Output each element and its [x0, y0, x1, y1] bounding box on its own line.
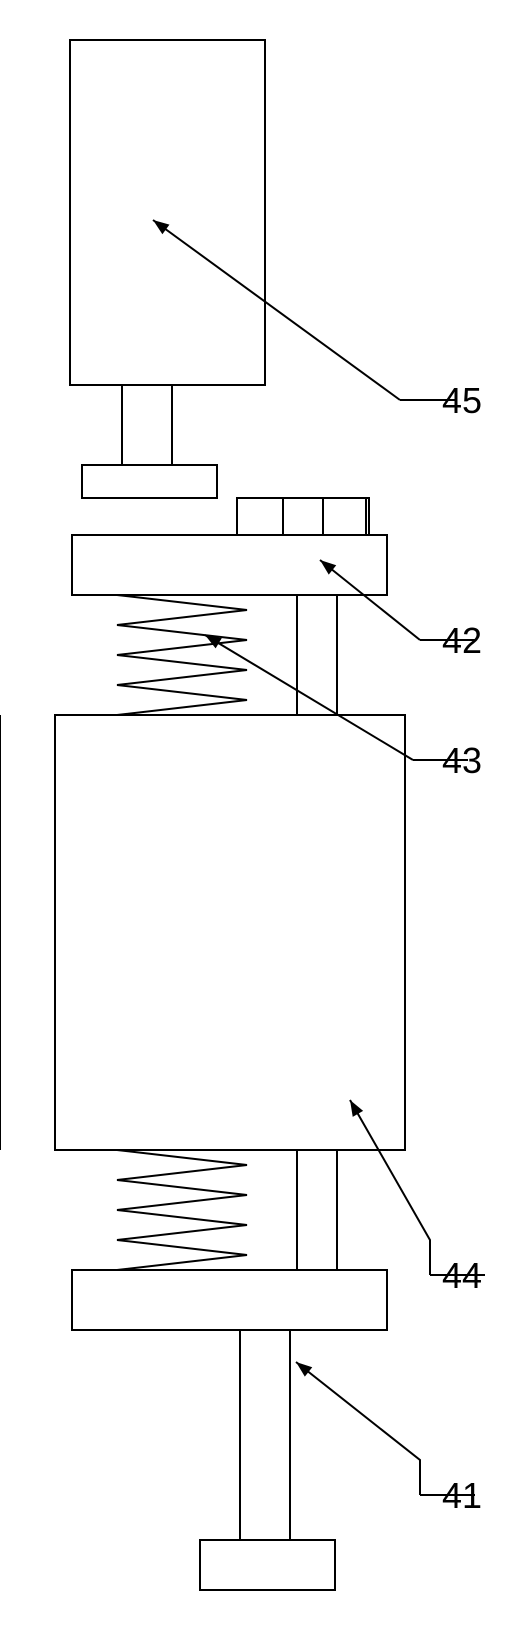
- part-spring-top: [117, 595, 247, 715]
- label-43: 43: [442, 740, 482, 781]
- part-nut-outer: [237, 498, 369, 535]
- part-big-block: [55, 715, 405, 1150]
- arrowhead: [320, 560, 336, 575]
- label-45: 45: [442, 380, 482, 421]
- part-lower-bar: [72, 1270, 387, 1330]
- part-top-shaft: [122, 385, 172, 465]
- label-leader-43: [205, 635, 413, 760]
- diagram-canvas: 41 42 43 44 45: [0, 0, 525, 1645]
- label-41: 41: [442, 1475, 482, 1516]
- label-44: 44: [442, 1255, 482, 1296]
- part-top-foot: [82, 465, 217, 498]
- label-leader-44: [350, 1100, 430, 1275]
- label-leader-42: [320, 560, 420, 640]
- part-top-cylinder: [70, 40, 265, 385]
- part-bottom-foot: [200, 1540, 335, 1590]
- part-upper-bar: [72, 535, 387, 595]
- arrowhead: [153, 220, 169, 234]
- part-bottom-shaft: [240, 1330, 290, 1540]
- arrowhead: [296, 1362, 312, 1377]
- arrowhead: [350, 1100, 363, 1117]
- label-leader-41: [296, 1362, 420, 1495]
- part-spring-bottom: [117, 1150, 247, 1270]
- label-leader-45: [153, 220, 400, 400]
- label-42: 42: [442, 620, 482, 661]
